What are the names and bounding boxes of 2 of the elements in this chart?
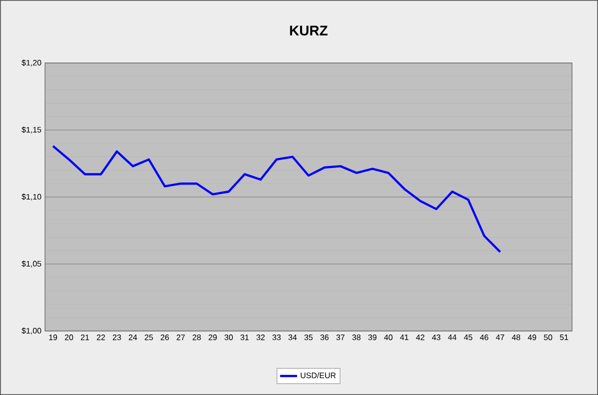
line-series: [52, 144, 502, 254]
chart-title: KURZ: [290, 26, 328, 36]
